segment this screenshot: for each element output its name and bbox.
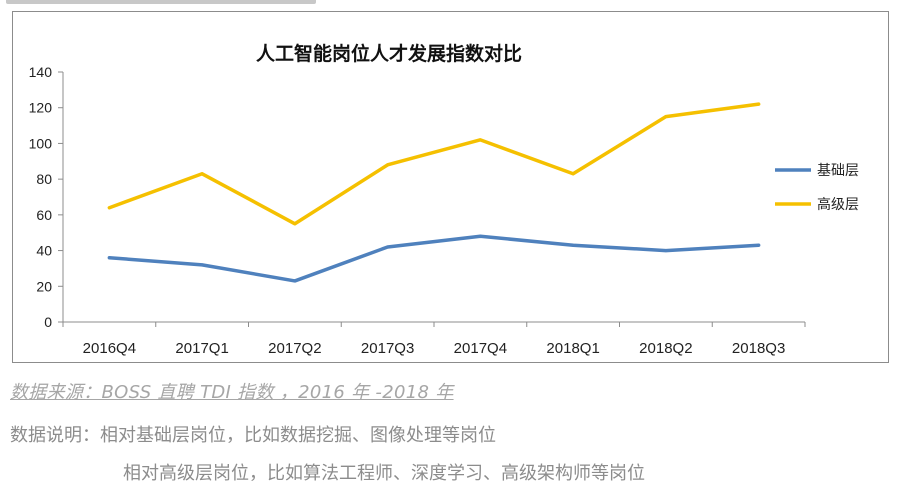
data-point-basic-level bbox=[478, 234, 482, 238]
x-category-label: 2017Q4 bbox=[454, 340, 507, 357]
data-point-advanced-level bbox=[478, 138, 482, 142]
series-line-basic-level bbox=[107, 234, 761, 283]
data-point-basic-level bbox=[386, 245, 390, 249]
x-category-label: 2016Q4 bbox=[83, 340, 136, 357]
data-point-basic-level bbox=[757, 243, 761, 247]
data-description-line-2: 相对高级层岗位，比如算法工程师、深度学习、高级架构师等岗位 bbox=[123, 463, 645, 484]
legend-label-basic-level: 基础层 bbox=[817, 162, 859, 179]
axes: 0 20 40 60 80 100 120 140 2016Q4 2017Q1 2017Q2 2017… bbox=[29, 64, 806, 357]
y-tick-label: 40 bbox=[36, 243, 52, 259]
x-category-label: 2018Q1 bbox=[546, 340, 599, 357]
x-category-label: 2018Q2 bbox=[639, 340, 692, 357]
data-point-basic-level bbox=[293, 279, 297, 283]
y-tick-label: 80 bbox=[36, 171, 52, 187]
x-category-label: 2017Q1 bbox=[175, 340, 228, 357]
x-category-label: 2018Q3 bbox=[732, 340, 785, 357]
data-point-advanced-level bbox=[293, 222, 297, 226]
y-tick-label: 140 bbox=[29, 64, 53, 80]
x-category-label: 2017Q3 bbox=[361, 340, 414, 357]
data-point-advanced-level bbox=[107, 206, 111, 210]
data-point-basic-level bbox=[664, 249, 668, 253]
x-category-label: 2017Q2 bbox=[268, 340, 321, 357]
y-tick-label: 20 bbox=[36, 278, 52, 294]
cropped-header-remnant bbox=[6, 0, 316, 4]
y-tick-label: 60 bbox=[36, 207, 52, 223]
chart-title: 人工智能岗位人才发展指数对比 bbox=[256, 42, 522, 65]
data-source-note: 数据来源：BOSS 直聘 TDI 指数 ，2016 年 -2018 年 bbox=[10, 382, 454, 403]
y-tick-label: 0 bbox=[44, 314, 52, 330]
y-tick-label: 120 bbox=[29, 100, 53, 116]
y-tick-label: 100 bbox=[29, 135, 53, 151]
data-point-basic-level bbox=[200, 263, 204, 267]
data-point-advanced-level bbox=[571, 172, 575, 176]
top-cropped-strip bbox=[0, 0, 902, 7]
series-layer bbox=[107, 102, 761, 283]
data-point-advanced-level bbox=[757, 102, 761, 106]
data-description-line-1: 数据说明：相对基础层岗位，比如数据挖掘、图像处理等岗位 bbox=[10, 425, 496, 446]
chart-frame: 人工智能岗位人才发展指数对比 0 20 40 60 80 100 120 140 2016Q4 2… bbox=[12, 11, 889, 363]
data-point-basic-level bbox=[571, 243, 575, 247]
data-point-advanced-level bbox=[200, 172, 204, 176]
line-chart: 人工智能岗位人才发展指数对比 0 20 40 60 80 100 120 140 2016Q4 2… bbox=[29, 42, 859, 357]
series-line-advanced-level bbox=[107, 102, 761, 226]
data-point-basic-level bbox=[107, 256, 111, 260]
data-point-advanced-level bbox=[386, 163, 390, 167]
legend-label-advanced-level: 高级层 bbox=[817, 196, 859, 213]
data-point-advanced-level bbox=[664, 115, 668, 119]
